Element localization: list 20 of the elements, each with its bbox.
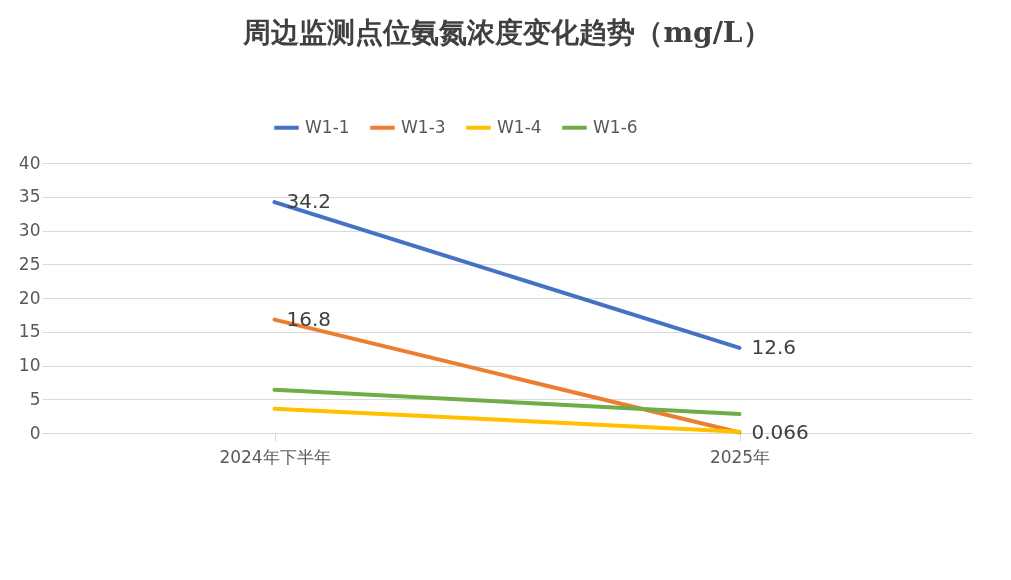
legend-label: W1-1 bbox=[305, 116, 350, 137]
data-label: 34.2 bbox=[286, 189, 332, 214]
y-tick-label: 15 bbox=[18, 321, 41, 342]
y-tick-label: 35 bbox=[18, 186, 41, 207]
legend-label: W1-4 bbox=[497, 116, 542, 137]
y-tick-label: 40 bbox=[18, 152, 41, 173]
x-tick-label: 2024年下半年 bbox=[219, 446, 331, 467]
y-tick-label: 0 bbox=[29, 422, 41, 443]
y-tick-label: 5 bbox=[29, 388, 41, 409]
y-tick-label: 30 bbox=[18, 220, 41, 240]
chart-title: 周边监测点位氨氮浓度变化趋势（mg/L） bbox=[242, 16, 771, 49]
legend-label: W1-3 bbox=[401, 116, 446, 137]
data-label: 16.8 bbox=[286, 306, 332, 331]
x-tick-label: 2025年 bbox=[709, 446, 771, 467]
legend-label: W1-6 bbox=[593, 116, 638, 137]
y-tick-label: 20 bbox=[18, 287, 41, 308]
y-tick-label: 25 bbox=[18, 253, 41, 274]
data-label: 12.6 bbox=[751, 334, 797, 359]
y-tick-label: 10 bbox=[18, 355, 41, 375]
data-label: 0.066 bbox=[751, 419, 809, 444]
